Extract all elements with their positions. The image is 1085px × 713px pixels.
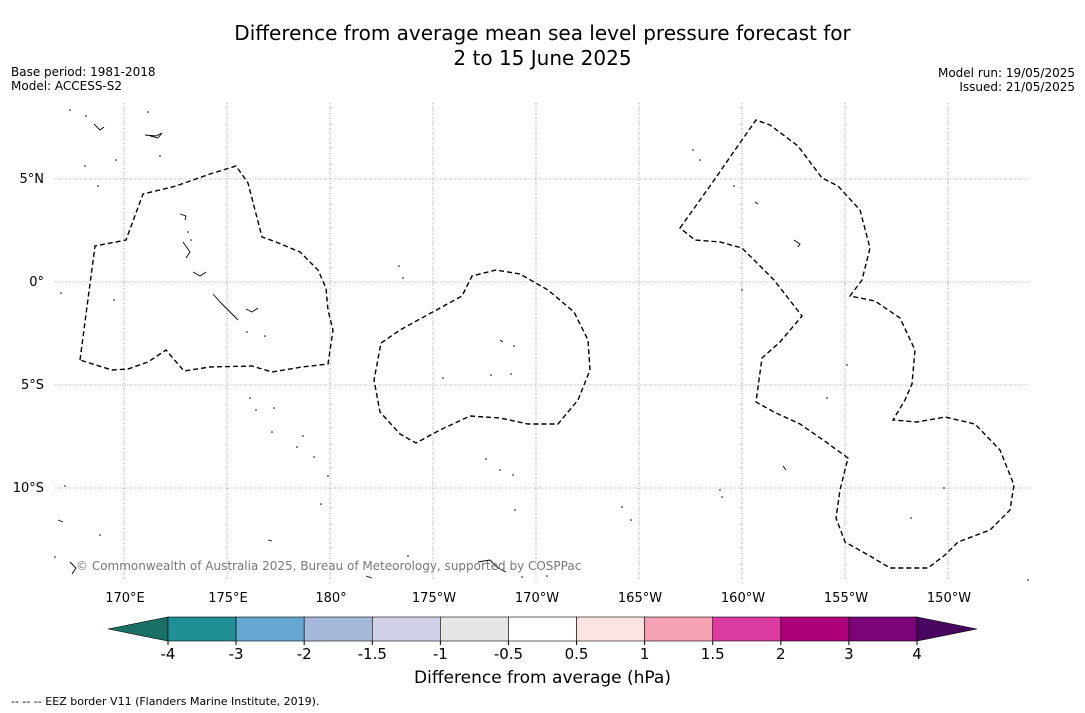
colorbar-tick-label: -2 — [297, 645, 312, 663]
colorbar-tick-label: 3 — [844, 645, 854, 663]
colorbar-segment — [644, 616, 714, 642]
island — [182, 241, 191, 259]
colorbar: -4 -3 -2 -1.5 -1 -0.5 0.5 1 1.5 2 3 4 — [107, 616, 978, 663]
colorbar-segment — [167, 616, 237, 642]
island — [267, 539, 273, 542]
colorbar-segment — [303, 616, 373, 642]
colorbar-tick-label: -1.5 — [358, 645, 387, 663]
colorbar-tick-label: -0.5 — [494, 645, 523, 663]
island — [477, 559, 507, 573]
colorbar-tick-label: -3 — [229, 645, 244, 663]
eez-border-kiribati-west — [79, 165, 334, 373]
lat-label-5n: 5°N — [20, 172, 45, 187]
island — [93, 123, 105, 131]
colorbar-tick-label: 2 — [776, 645, 786, 663]
colorbar-segment — [576, 616, 645, 642]
lon-label-155w: 155°W — [824, 591, 868, 606]
colorbar-tick-label: 1 — [640, 645, 650, 663]
island — [57, 519, 64, 523]
eez-footnote: -- -- -- EEZ border V11 (Flanders Marine… — [11, 695, 320, 708]
lat-label-5s: 5°S — [21, 378, 44, 393]
colorbar-segment — [848, 616, 918, 642]
lat-label-10s: 10°S — [13, 481, 44, 496]
colorbar-title: Difference from average (hPa) — [414, 668, 671, 688]
base-period: Base period: 1981-2018 — [11, 65, 156, 79]
colorbar-tick-label: 0.5 — [565, 645, 589, 663]
island — [793, 239, 801, 248]
model-run: Model run: 19/05/2025 — [937, 66, 1075, 80]
lat-label-0: 0° — [29, 275, 44, 290]
colorbar-tick-label: -1 — [433, 645, 448, 663]
meta-right: Model run: 19/05/2025 Issued: 21/05/2025 — [938, 66, 1075, 94]
title-line-1: Difference from average mean sea level p… — [234, 21, 851, 45]
island — [179, 213, 187, 221]
eez-border-tokelau — [373, 269, 591, 444]
atoll-dots — [54, 109, 1029, 581]
colorbar-under-triangle — [107, 616, 169, 642]
lon-label-175w: 175°W — [412, 591, 456, 606]
meta-left: Base period: 1981-2018 Model: ACCESS-S2 — [11, 65, 156, 93]
island — [499, 339, 504, 343]
lon-label-165w: 165°W — [618, 591, 662, 606]
island — [144, 132, 163, 139]
colorbar-segment — [508, 616, 577, 642]
island — [754, 201, 759, 205]
colorbar-segment — [371, 616, 441, 642]
eez-borders — [79, 119, 1015, 569]
map-title: Difference from average mean sea level p… — [0, 21, 1085, 71]
lon-label-150w: 150°W — [927, 591, 971, 606]
island — [69, 561, 77, 575]
lon-label-175e: 175°E — [208, 591, 248, 606]
lon-label-160w: 160°W — [721, 591, 765, 606]
colorbar-tick-label: -4 — [161, 645, 176, 663]
eez-border-kiribati-east — [679, 119, 1015, 569]
colorbar-tick-label: 1.5 — [701, 645, 725, 663]
lon-label-170w: 170°W — [515, 591, 559, 606]
island — [192, 271, 207, 277]
island — [245, 307, 259, 313]
island — [365, 575, 373, 579]
colorbar-segment — [712, 616, 782, 642]
island — [212, 293, 239, 321]
island-outlines — [57, 123, 801, 579]
title-line-2: 2 to 15 June 2025 — [453, 46, 632, 70]
colorbar-over-triangle — [916, 616, 978, 642]
colorbar-segment — [235, 616, 305, 642]
colorbar-tick-label: 4 — [912, 645, 922, 663]
island — [782, 465, 787, 471]
issued-date: Issued: 21/05/2025 — [959, 80, 1075, 94]
lon-label-170e: 170°E — [105, 591, 145, 606]
gridlines — [55, 103, 1030, 580]
copyright-text: © Commonwealth of Australia 2025, Bureau… — [76, 559, 581, 573]
colorbar-segment — [780, 616, 850, 642]
model-name: Model: ACCESS-S2 — [11, 79, 123, 93]
colorbar-segment — [440, 616, 509, 642]
lon-label-180: 180° — [315, 591, 346, 606]
